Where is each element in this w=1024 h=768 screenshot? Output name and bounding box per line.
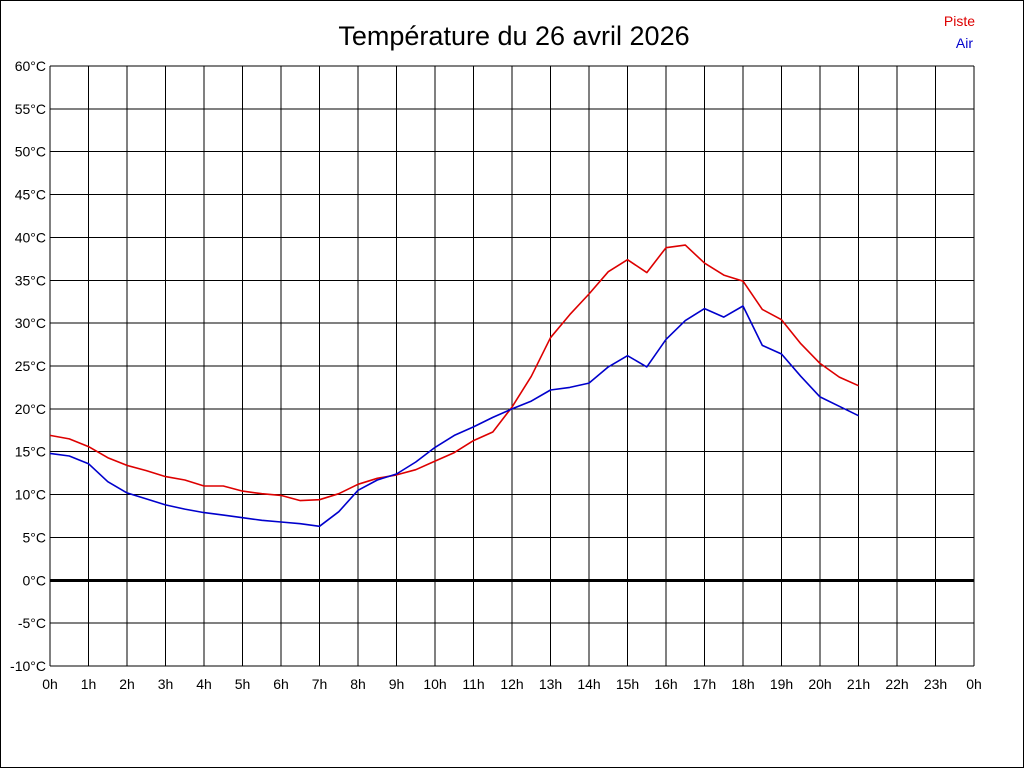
x-tick-label: 8h [350, 676, 366, 692]
series-lines [49, 244, 859, 528]
chart-title: Température du 26 avril 2026 [338, 21, 689, 51]
y-tick-label: 45°C [15, 187, 46, 203]
y-tick-label: 0°C [23, 572, 47, 588]
x-tick-label: 10h [423, 676, 446, 692]
x-tick-label: 22h [885, 676, 908, 692]
x-tick-label: 1h [81, 676, 97, 692]
x-tick-label: 0h [966, 676, 982, 692]
x-tick-label: 9h [389, 676, 405, 692]
y-axis-labels: 60°C 55°C 50°C 45°C 40°C 35°C 30°C 25°C 20°C 15°C… [10, 58, 46, 674]
x-tick-label: 16h [654, 676, 677, 692]
x-tick-label: 14h [577, 676, 600, 692]
x-tick-label: 5h [235, 676, 251, 692]
y-tick-label: 50°C [15, 144, 46, 160]
x-tick-label: 0h [42, 676, 58, 692]
grid [49, 65, 975, 667]
y-tick-label: 15°C [15, 444, 46, 460]
x-tick-label: 13h [539, 676, 562, 692]
x-tick-label: 15h [616, 676, 639, 692]
legend-air: Air [956, 35, 973, 51]
x-tick-label: 4h [196, 676, 212, 692]
y-tick-label: 10°C [15, 487, 46, 503]
y-tick-label: -10°C [10, 658, 46, 674]
y-tick-label: 25°C [15, 358, 46, 374]
y-tick-label: 40°C [15, 229, 46, 245]
legend-piste: Piste [944, 13, 975, 29]
y-tick-label: 20°C [15, 401, 46, 417]
y-tick-label: 5°C [23, 529, 47, 545]
x-tick-label: 17h [693, 676, 716, 692]
y-tick-label: 55°C [15, 101, 46, 117]
x-tick-label: 3h [158, 676, 174, 692]
y-tick-label: 30°C [15, 315, 46, 331]
x-tick-label: 11h [462, 676, 484, 692]
series-line-air [49, 305, 859, 528]
x-tick-label: 6h [273, 676, 289, 692]
x-tick-label: 7h [312, 676, 328, 692]
series-line-piste [49, 244, 859, 502]
y-tick-label: 35°C [15, 272, 46, 288]
x-tick-label: 23h [924, 676, 947, 692]
x-tick-label: 21h [847, 676, 870, 692]
x-tick-label: 20h [808, 676, 831, 692]
x-tick-label: 18h [731, 676, 754, 692]
x-tick-label: 19h [770, 676, 793, 692]
x-tick-label: 2h [119, 676, 135, 692]
x-tick-label: 12h [500, 676, 523, 692]
x-axis-labels: 0h 1h 2h 3h 4h 5h 6h 7h 8h 9h 10h 11h 12h 13h 14h 15h 16… [42, 676, 982, 692]
y-tick-label: 60°C [15, 58, 46, 74]
y-tick-label: -5°C [18, 615, 46, 631]
